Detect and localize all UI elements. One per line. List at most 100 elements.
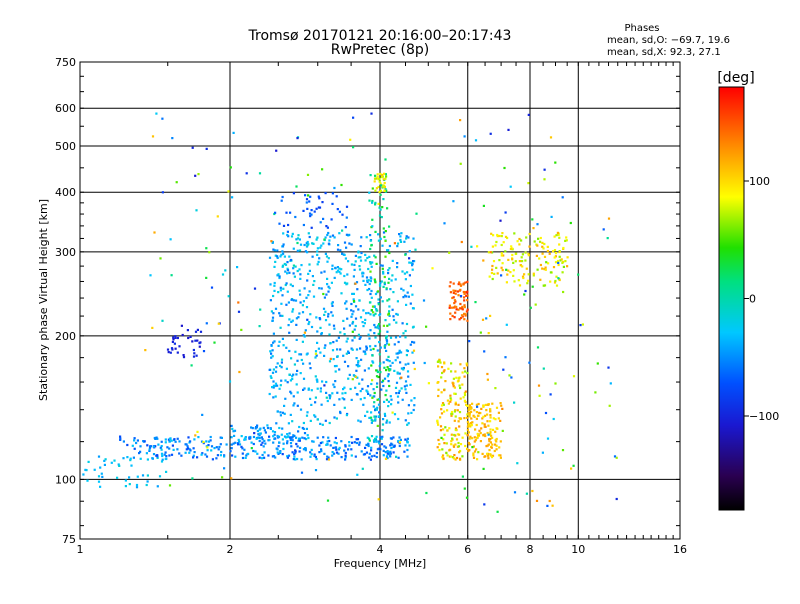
data-point: [348, 324, 351, 327]
data-point: [535, 499, 539, 502]
data-point: [323, 270, 326, 273]
data-point: [298, 439, 301, 442]
data-point: [276, 249, 279, 252]
data-point: [381, 380, 384, 384]
data-point: [328, 287, 331, 290]
data-point: [362, 350, 365, 353]
data-point: [234, 455, 237, 458]
colorbar-gradient: [718, 86, 745, 511]
data-point: [192, 355, 196, 358]
data-point: [139, 445, 142, 448]
data-point: [286, 456, 289, 459]
data-point: [280, 199, 283, 202]
data-point: [298, 238, 301, 241]
data-point: [385, 369, 388, 372]
data-point: [361, 321, 364, 324]
data-point: [148, 446, 152, 449]
data-point: [152, 453, 156, 456]
data-point: [368, 282, 371, 286]
data-point: [565, 239, 568, 242]
data-point: [258, 436, 261, 440]
data-point: [350, 398, 353, 401]
data-point: [460, 316, 463, 320]
data-point: [237, 310, 241, 313]
data-point: [374, 437, 377, 440]
data-point: [325, 255, 329, 258]
data-point: [97, 455, 101, 458]
data-point: [553, 235, 556, 238]
data-point: [318, 197, 321, 200]
data-point: [258, 434, 261, 437]
data-point: [286, 233, 289, 237]
data-point: [205, 147, 208, 150]
data-point: [258, 432, 261, 435]
data-point: [346, 317, 349, 320]
data-point: [566, 265, 569, 268]
data-point: [459, 307, 462, 310]
data-point: [360, 251, 363, 255]
data-point: [382, 384, 385, 388]
data-point: [379, 296, 382, 299]
data-point: [441, 456, 444, 459]
data-point: [391, 259, 394, 262]
data-point: [443, 433, 446, 436]
data-point: [368, 452, 371, 455]
data-point: [400, 287, 403, 290]
data-point: [319, 390, 322, 393]
data-point: [283, 262, 286, 266]
data-point: [525, 236, 528, 239]
data-point: [261, 438, 264, 441]
data-point: [371, 261, 374, 264]
data-point: [403, 385, 406, 388]
data-point: [452, 385, 455, 388]
data-point: [99, 485, 102, 488]
data-point: [490, 232, 493, 235]
data-point: [391, 274, 394, 277]
data-point: [291, 310, 294, 313]
data-point: [133, 447, 136, 450]
data-point: [441, 448, 444, 451]
data-point: [355, 393, 358, 396]
data-point: [397, 401, 400, 404]
data-point: [374, 438, 378, 442]
data-point: [581, 323, 584, 326]
data-point: [484, 414, 487, 417]
data-point: [388, 298, 391, 301]
data-point: [477, 402, 480, 406]
x-tick-label: 4: [377, 543, 384, 556]
data-point: [458, 281, 461, 284]
data-point: [366, 385, 370, 388]
data-point: [407, 422, 410, 425]
data-point: [391, 361, 394, 364]
data-point: [554, 161, 557, 164]
data-point: [375, 187, 378, 190]
data-point: [491, 428, 495, 431]
data-point: [521, 253, 524, 256]
data-point: [377, 303, 380, 306]
data-point: [561, 196, 564, 199]
data-point: [170, 439, 173, 442]
data-point: [365, 348, 368, 351]
data-point: [396, 300, 399, 303]
data-point: [415, 212, 418, 215]
data-point: [498, 234, 501, 238]
data-point: [439, 429, 442, 432]
data-point: [289, 283, 292, 286]
data-point: [165, 470, 168, 473]
data-point: [438, 358, 441, 361]
data-point: [400, 232, 403, 235]
data-point: [314, 352, 317, 355]
data-point: [378, 323, 381, 326]
data-point: [220, 436, 223, 439]
data-point: [378, 180, 381, 183]
data-point: [333, 186, 336, 190]
data-point: [316, 341, 319, 344]
data-point: [272, 441, 275, 444]
data-point: [207, 444, 210, 447]
data-point: [303, 335, 306, 338]
data-point: [326, 277, 329, 280]
data-point: [400, 351, 403, 354]
data-point: [441, 402, 445, 405]
data-point: [379, 193, 382, 196]
data-point: [343, 406, 346, 409]
